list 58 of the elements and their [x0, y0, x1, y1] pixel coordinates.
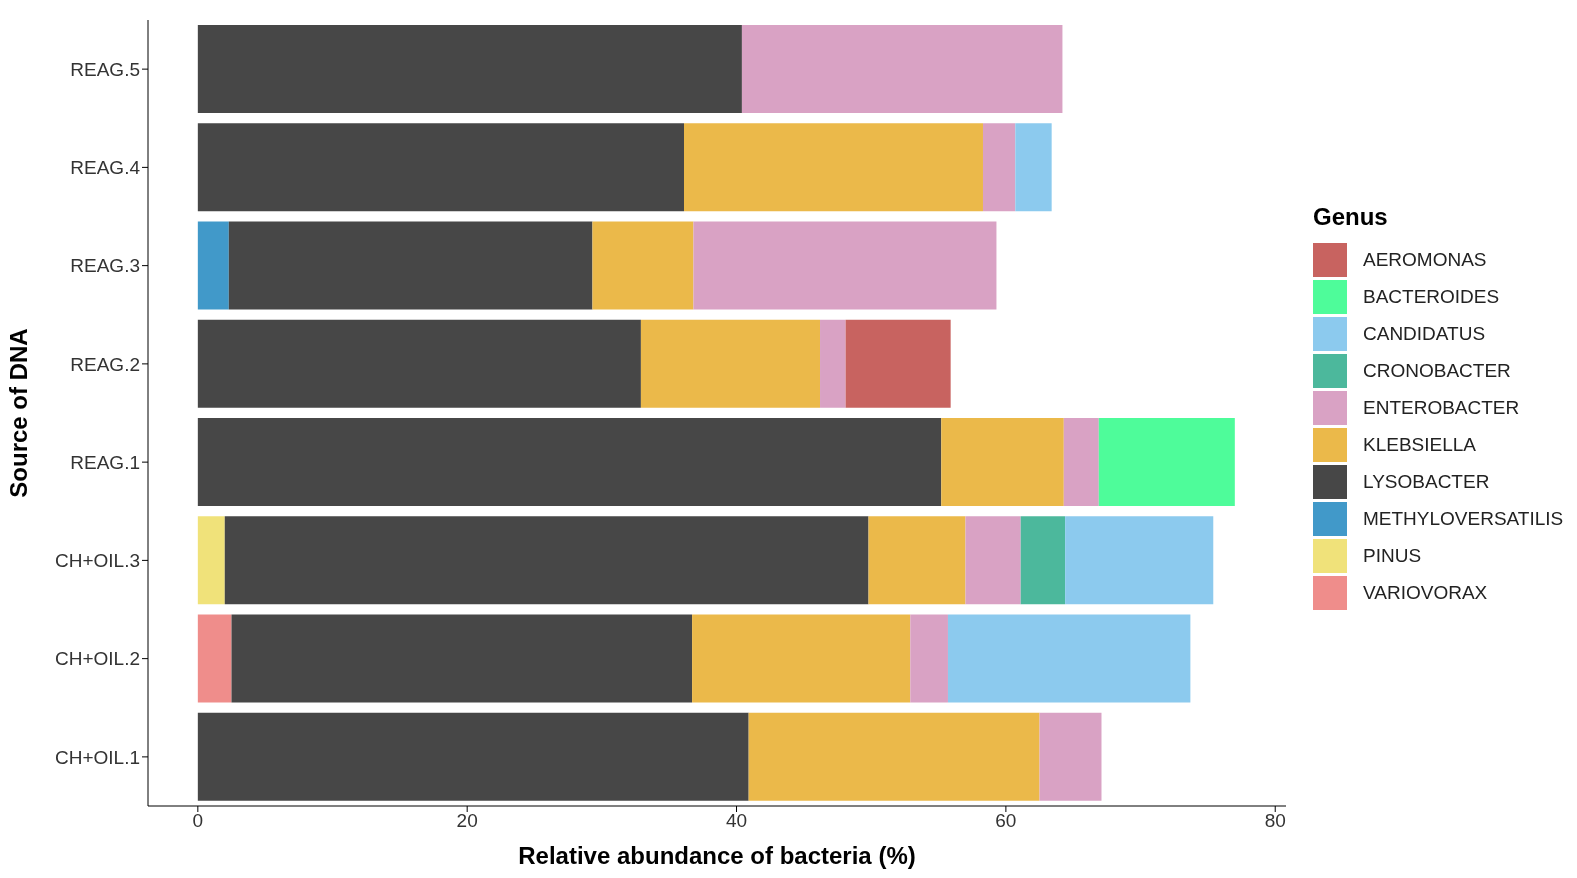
y-tick-label: CH+OIL.2: [54, 648, 140, 670]
legend-label: CANDIDATUS: [1363, 322, 1486, 345]
bar: [197, 516, 225, 605]
legend-label: LYSOBACTER: [1363, 470, 1490, 493]
y-tick-label: REAG.2: [70, 353, 140, 375]
bar: [197, 221, 229, 310]
bar: [741, 24, 1063, 113]
legend-label: ENTEROBACTER: [1363, 396, 1520, 419]
bar: [197, 417, 942, 506]
legend-label: METHYLOVERSATILIS: [1363, 507, 1564, 530]
legend-label: CRONOBACTER: [1363, 359, 1511, 382]
bar: [684, 123, 983, 212]
x-axis-title: Relative abundance of bacteria (%): [518, 842, 916, 869]
y-tick-label: CH+OIL.3: [54, 550, 140, 572]
legend-label: KLEBSIELLA: [1363, 433, 1477, 456]
bar: [228, 221, 593, 310]
x-tick-label: 0: [192, 810, 204, 832]
bar: [965, 516, 1021, 605]
legend-label: PINUS: [1363, 544, 1422, 567]
y-tick-label: REAG.5: [70, 58, 140, 80]
bar: [868, 516, 966, 605]
y-tick-label: REAG.3: [70, 255, 140, 277]
y-axis-title: Source of DNA: [4, 328, 32, 498]
x-tick-label: 20: [456, 810, 478, 832]
bar: [592, 221, 694, 310]
bar: [1063, 417, 1099, 506]
bar: [231, 614, 693, 703]
bar: [692, 614, 911, 703]
bar: [197, 614, 232, 703]
bar: [224, 516, 869, 605]
bar: [941, 417, 1064, 506]
y-tick-label: CH+OIL.1: [54, 746, 140, 768]
bar: [982, 123, 1016, 212]
y-tick-label: REAG.4: [70, 157, 141, 179]
x-tick-label: 60: [995, 810, 1017, 832]
bar: [197, 123, 684, 212]
x-tick-label: 80: [1264, 810, 1286, 832]
y-tick-label: REAG.1: [70, 451, 140, 473]
bar: [947, 614, 1191, 703]
bar: [1020, 516, 1066, 605]
bar: [820, 319, 846, 408]
legend-label: VARIOVORAX: [1363, 581, 1488, 604]
bar: [1098, 417, 1235, 506]
bar: [197, 24, 742, 113]
bar: [197, 319, 641, 408]
bar: [1015, 123, 1052, 212]
bar: [1065, 516, 1214, 605]
bar: [693, 221, 997, 310]
bar: [845, 319, 951, 408]
bar: [640, 319, 821, 408]
bar: [197, 712, 749, 801]
legend-title: Genus: [1313, 203, 1389, 231]
legend-label: AEROMONAS: [1363, 248, 1487, 271]
legend-label: BACTEROIDES: [1363, 285, 1500, 308]
bar: [910, 614, 948, 703]
x-tick-label: 40: [725, 810, 748, 832]
bar: [1039, 712, 1102, 801]
bar: [748, 712, 1040, 801]
